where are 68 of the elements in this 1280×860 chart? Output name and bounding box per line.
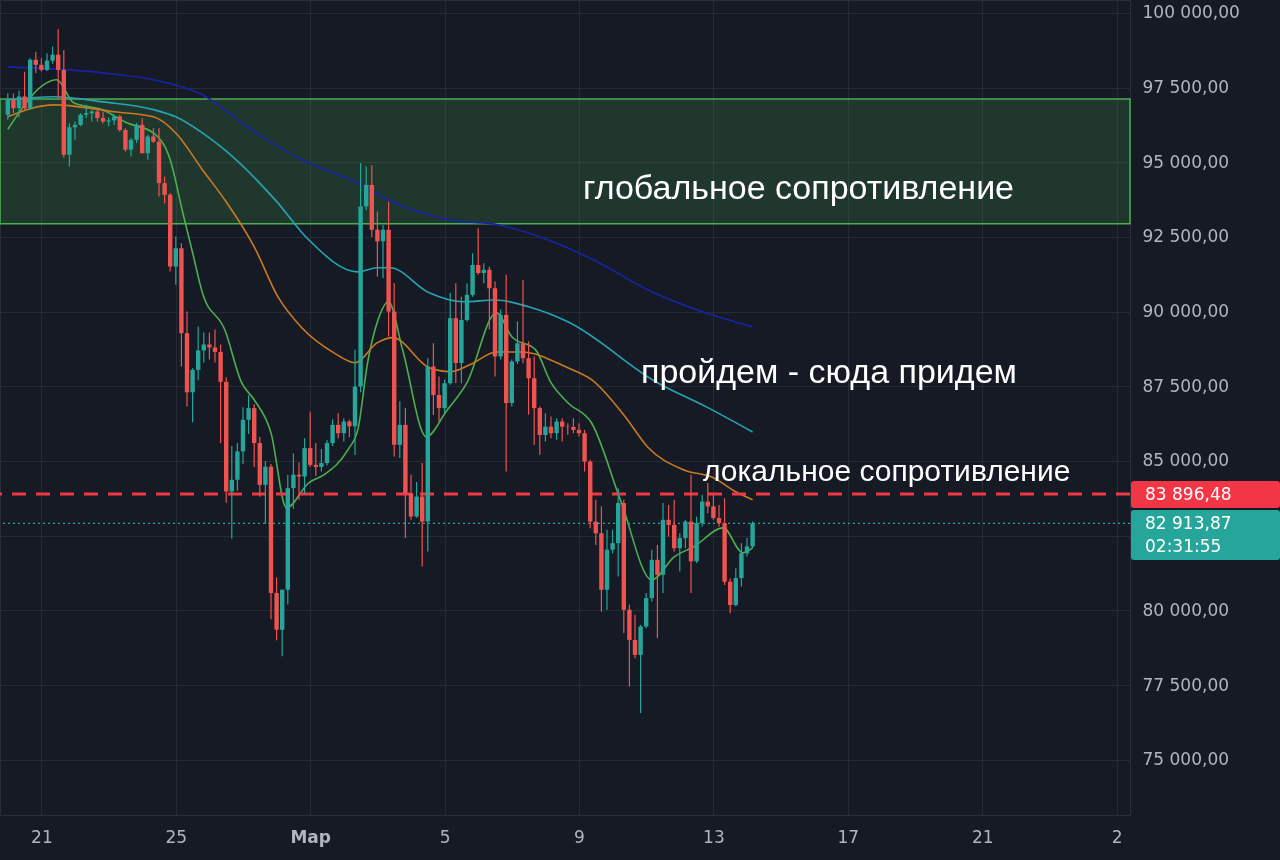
candlestick (414, 481, 419, 519)
y-tick-label: 80 000,00 (1142, 599, 1230, 620)
candlestick (324, 439, 330, 467)
candlestick (100, 110, 106, 124)
x-tick-label: Мар (290, 826, 331, 847)
candlestick (56, 28, 61, 99)
candlestick (291, 452, 296, 510)
candlestick (711, 494, 716, 521)
ref-line-label: 83 896,48 (1145, 482, 1233, 506)
candlestick (134, 122, 139, 144)
annotation: локальное сопротивление (703, 454, 1071, 487)
candlestick (212, 328, 218, 363)
x-tick-label: 9 (574, 826, 585, 847)
y-tick-label: 92 500,00 (1142, 226, 1230, 247)
y-tick-label: 77 500,00 (1142, 674, 1230, 695)
candlestick (610, 529, 615, 554)
candlestick (716, 504, 722, 527)
candlestick (246, 394, 251, 435)
candlestick (526, 340, 531, 416)
y-tick-label: 90 000,00 (1142, 301, 1230, 322)
candlestick (319, 448, 324, 473)
candlestick (632, 614, 638, 659)
candlestick (436, 375, 442, 423)
y-tick-label: 95 000,00 (1142, 151, 1230, 172)
candlestick (173, 236, 178, 286)
candlestick (543, 412, 548, 443)
y-tick-label: 100 000,00 (1142, 2, 1240, 23)
candlestick (296, 461, 302, 501)
candlestick (655, 544, 660, 639)
candlestick (666, 504, 671, 538)
x-tick-label: 13 (703, 826, 725, 847)
candlestick (515, 320, 520, 365)
candlestick (308, 411, 313, 468)
y-tick-label: 97 500,00 (1142, 77, 1230, 98)
y-tick-label: 87 500,00 (1142, 375, 1230, 396)
candlestick (11, 92, 16, 114)
candlestick (408, 474, 414, 521)
candlestick (16, 89, 22, 119)
annotation: глобальное сопротивление (583, 168, 1015, 206)
x-tick-label: 17 (837, 826, 860, 847)
candlestick (375, 210, 380, 278)
candlestick (190, 367, 195, 423)
candlestick (123, 127, 128, 153)
candlestick (128, 137, 134, 158)
candlestick (207, 331, 212, 360)
candlestick (162, 175, 167, 204)
candlestick (196, 325, 201, 381)
annotation: пройдем - сюда придем (641, 352, 1017, 390)
candlestick (330, 418, 335, 447)
candlestick (487, 266, 492, 331)
ref-line-label: 82 913,87 02:31:55 (1145, 512, 1233, 559)
x-tick-label: 21 (971, 826, 994, 847)
x-tick-label: 5 (439, 826, 451, 847)
candlestick (22, 71, 27, 111)
x-tick-label: 25 (165, 826, 188, 847)
candlestick (201, 331, 206, 363)
candlestick (476, 227, 481, 276)
candlestick (520, 279, 526, 364)
y-tick-label: 85 000,00 (1142, 450, 1230, 471)
candlestick (33, 51, 38, 74)
candlestick (554, 417, 559, 441)
candlestick (397, 400, 402, 459)
x-tick-label: 21 (31, 826, 53, 847)
candlestick (560, 417, 565, 443)
candlestick (744, 537, 750, 558)
x-tick-label: 2 (1111, 826, 1123, 847)
candlestick (5, 92, 10, 121)
y-tick-label: 75 000,00 (1142, 749, 1230, 770)
